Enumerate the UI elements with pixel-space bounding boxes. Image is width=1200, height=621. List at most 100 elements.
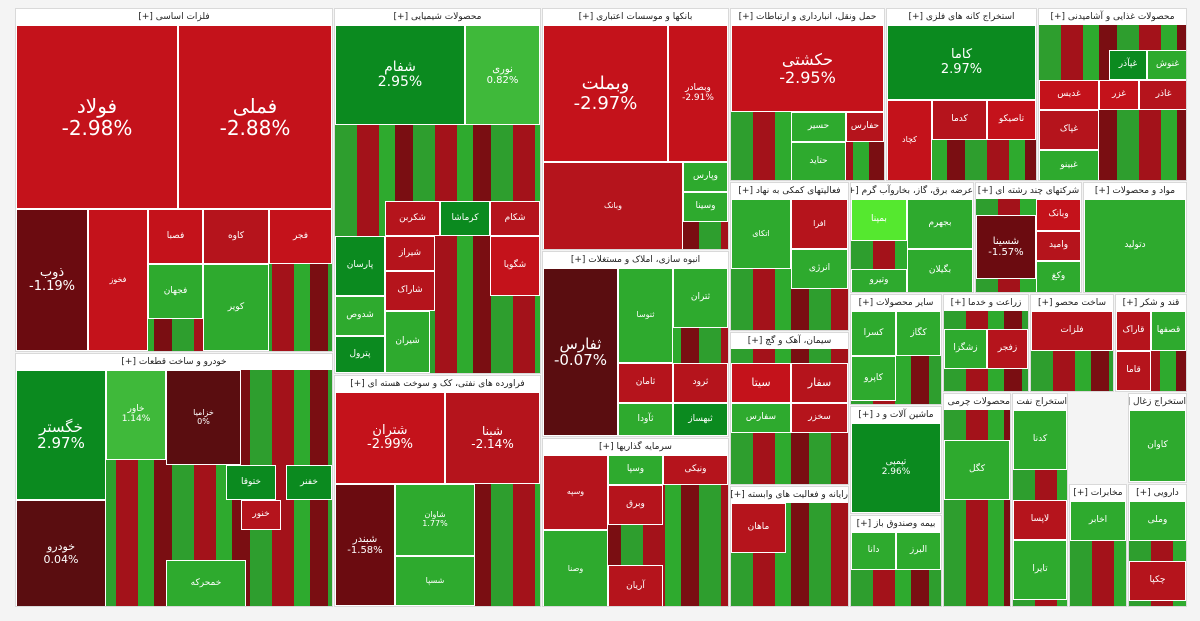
treemap-tile[interactable]: ذوب -1.19% [16,209,88,351]
treemap-tile[interactable]: غاذر [1139,80,1186,110]
treemap-sector[interactable]: زراعت و خدما [+] زشگزا زفجر [943,294,1029,392]
treemap-tile[interactable]: وبملت -2.97% [543,25,668,162]
treemap-tile[interactable]: خمحرکه [166,560,246,606]
treemap-tile[interactable]: فخوز [88,209,148,351]
treemap-sector[interactable]: دارویی [+] وملی چکپا [1128,484,1187,607]
treemap-sector[interactable]: استخراج نفت [+] کدنا لاپسا تایرا [1012,393,1068,607]
treemap-tile[interactable]: غزر [1099,80,1139,110]
sector-title[interactable]: انبوه سازی، املاک و مستغلات [+] [543,252,728,268]
treemap-tile[interactable]: کچاد [887,100,932,180]
treemap-tile[interactable]: ثآودا [618,403,673,436]
treemap-tile[interactable]: وتیرو [851,269,907,292]
sector-title[interactable]: فراورده های نفتی، کک و سوخت هسته ای [+] [335,376,540,392]
treemap-tile[interactable]: شفام 2.95% [335,25,465,125]
treemap-tile[interactable]: چکپا [1129,561,1186,601]
treemap-tile[interactable]: بجهرم [907,199,973,249]
sector-title[interactable]: استخراج زغال [+] [1129,394,1186,410]
sector-title[interactable]: استخراج کانه های فلزی [+] [887,9,1036,25]
treemap-tile[interactable]: حسیر [791,112,846,142]
treemap-tile[interactable]: حکشتی -2.95% [731,25,884,112]
sector-title[interactable]: استخراج نفت [+] [1013,394,1067,410]
treemap-tile[interactable]: خزامیا 0% [166,370,241,465]
treemap-tile[interactable]: انرژی [791,249,848,289]
treemap-sector[interactable]: مواد و محصولات [+] دتولید [1083,182,1187,293]
sector-title[interactable]: سایر محصولات [+] [851,295,941,311]
treemap-tile[interactable]: کدنا [1013,410,1067,470]
sector-title[interactable]: شرکتهای چند رشته ای [+] [976,183,1081,199]
sector-title[interactable]: محصولات چرمی [+] [944,394,1010,410]
treemap-sector[interactable]: بانکها و موسسات اعتباری [+] وبملت -2.97% وب… [542,8,729,250]
treemap-tile[interactable]: خودرو 0.04% [16,500,106,606]
treemap-tile[interactable]: دتولید [1084,199,1186,292]
sector-title[interactable]: مخابرات [+] [1070,485,1126,501]
treemap-tile[interactable]: دانا [851,532,896,570]
sector-title[interactable]: رایانه و فعالیت های وابسته [+] [731,487,848,503]
treemap-tile[interactable]: غپاک [1039,110,1099,150]
treemap-tile[interactable]: افرا [791,199,848,249]
treemap-tile[interactable]: کدما [932,100,987,140]
treemap-tile[interactable]: بگیلان [907,249,973,292]
sector-title[interactable]: خودرو و ساخت قطعات [+] [16,354,332,370]
sector-title[interactable]: بیمه وصندوق باز [+] [851,516,941,532]
treemap-sector[interactable]: شرکتهای چند رشته ای [+] شسینا -1.57% وبانک و… [975,182,1082,293]
treemap-tile[interactable]: ونیکی [663,455,728,485]
sector-title[interactable]: فلزات اساسی [+] [16,9,332,25]
sector-title[interactable]: سرمایه گذاریها [+] [543,439,728,455]
treemap-tile[interactable]: غبینو [1039,150,1099,180]
treemap-tile[interactable]: وسپه [543,455,608,530]
treemap-tile[interactable]: ثبهساز [673,403,728,436]
treemap-tile[interactable]: ثامان [618,363,673,403]
treemap-tile[interactable]: قاراک [1116,311,1151,351]
treemap-tile[interactable]: پترول [335,336,385,373]
treemap-tile[interactable]: حفارس [846,112,884,142]
treemap-tile[interactable]: ثفارس -0.07% [543,268,618,436]
treemap-tile[interactable]: غدیس [1039,80,1099,110]
treemap-tile[interactable]: خگستر 2.97% [16,370,106,500]
treemap-tile[interactable]: آریان [608,565,663,606]
treemap-tile[interactable]: شسینا -1.57% [976,215,1036,279]
treemap-tile[interactable]: شکربن [385,201,440,236]
treemap-tile[interactable]: غپآذر [1109,50,1147,80]
treemap-sector[interactable]: بیمه وصندوق باز [+] دانا البرز [850,515,942,607]
treemap-tile[interactable]: لاپسا [1013,500,1067,540]
treemap-sector[interactable]: محصولات غذایی و آشامیدنی [+] غنوش غپآذر غاذ… [1038,8,1187,181]
sector-title[interactable]: سیمان، آهک و گچ [+] [731,333,848,349]
treemap-tile[interactable]: تپمپی 2.96% [851,423,941,513]
treemap-tile[interactable]: وبصادر -2.91% [668,25,728,162]
treemap-tile[interactable]: خاور 1.14% [106,370,166,460]
treemap-tile[interactable]: شدوص [335,296,385,336]
treemap-tile[interactable]: خفنر [286,465,332,500]
treemap-tile[interactable]: فجهان [148,264,203,319]
treemap-sector[interactable]: مخابرات [+] اخابر [1069,484,1127,607]
sector-title[interactable]: بانکها و موسسات اعتباری [+] [543,9,728,25]
treemap-tile[interactable]: نوری 0.82% [465,25,540,125]
treemap-sector[interactable]: استخراج کانه های فلزی [+] کاما 2.97% کچاد کد… [886,8,1037,181]
treemap-tile[interactable]: کاوان [1129,410,1186,482]
sector-title[interactable]: ساخت محصو [+] [1031,295,1113,311]
sector-title[interactable]: حمل ونقل، انبارداری و ارتباطات [+] [731,9,884,25]
treemap-tile[interactable]: کاپرو [851,356,896,401]
treemap-sector[interactable]: سیمان، آهک و گچ [+] سیتا سفار سفارس سخزر [730,332,849,485]
treemap-tile[interactable]: سخزر [791,403,848,433]
treemap-tile[interactable]: وسپا [608,455,663,485]
treemap-tile[interactable]: ختوقا [226,465,276,500]
treemap-tile[interactable]: کگل [944,440,1010,500]
treemap-tile[interactable]: شبنا -2.14% [445,392,540,484]
sector-title[interactable]: قند و شکر [+] [1116,295,1186,311]
treemap-tile[interactable]: حتاید [791,142,846,180]
treemap-tile[interactable]: شبندر -1.58% [335,484,395,606]
treemap-sector[interactable]: ساخت محصو [+] فلزات [1030,294,1114,392]
treemap-sector[interactable]: ماشین آلات و د [+] تپمپی 2.96% [850,406,942,514]
treemap-tile[interactable]: قصفها [1151,311,1186,351]
sector-title[interactable]: دارویی [+] [1129,485,1186,501]
treemap-sector[interactable]: فعالیتهای کمکی به نهاد [+] اتکای انرژی افرا [730,182,849,331]
treemap-tile[interactable]: شیراز [385,236,435,271]
sector-title[interactable]: ماشین آلات و د [+] [851,407,941,423]
treemap-tile[interactable]: ثتران [673,268,728,328]
treemap-sector[interactable]: فلزات اساسی [+] فولاد -2.98% فملی -2.88% ذوب -… [15,8,333,352]
treemap-tile[interactable]: وسینا [683,192,728,222]
treemap-tile[interactable]: البرز [896,532,941,570]
sector-title[interactable]: محصولات غذایی و آشامیدنی [+] [1039,9,1186,25]
treemap-tile[interactable]: وبانک [543,162,683,249]
treemap-tile[interactable]: ثرود [673,363,728,403]
